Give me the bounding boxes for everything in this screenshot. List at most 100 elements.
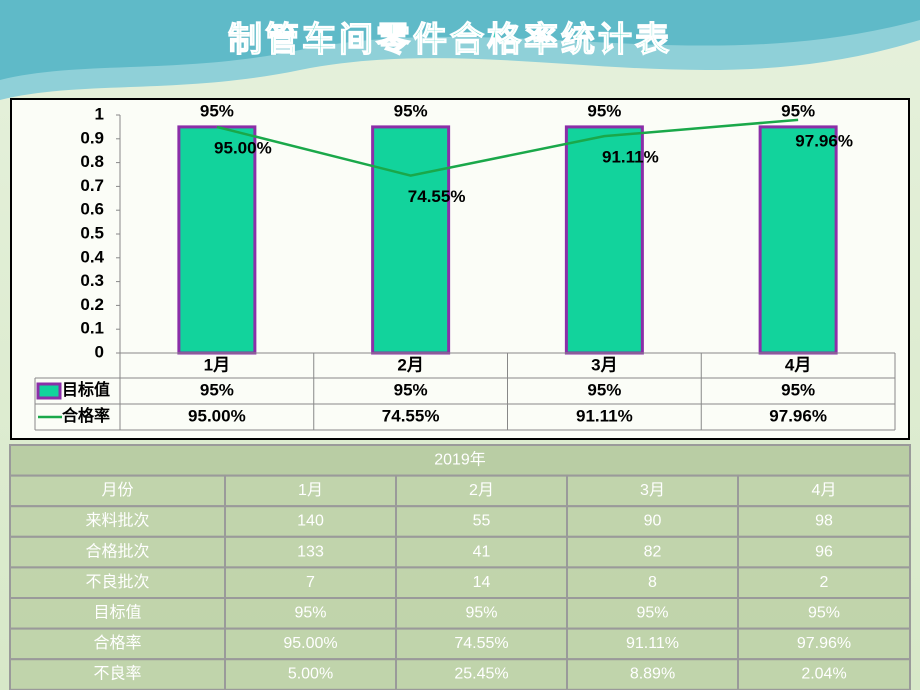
y-tick-label: 0.9	[80, 128, 104, 147]
table-text: 8	[648, 574, 657, 591]
legend-key	[36, 382, 62, 400]
table-value: 95.00%	[188, 406, 246, 425]
table-text: 月份	[101, 481, 133, 499]
table-text: 2.04%	[801, 666, 846, 683]
table-text: 98	[815, 513, 833, 530]
table-value: 95%	[200, 380, 234, 399]
table-text: 133	[297, 543, 324, 560]
bar-value-label: 95%	[781, 101, 815, 120]
line-value-label: 91.11%	[602, 148, 659, 167]
table-text: 74.55%	[454, 635, 508, 652]
table-cell	[9, 597, 226, 630]
bar	[177, 125, 257, 355]
table-cell	[737, 535, 911, 569]
table-cell	[737, 597, 911, 630]
table-text: 不良批次	[85, 573, 149, 591]
table-text: 95%	[465, 605, 497, 622]
table-text: 91.11%	[626, 635, 679, 652]
chart: 0 0.1 0.2 0.3 0.4 0.5 0.6 0.7 0.8 0.9 1 95% 95% 95% 95…	[34, 101, 896, 431]
table-text: 90	[644, 513, 662, 530]
table-text: 140	[297, 513, 324, 530]
y-tick-label: 0.6	[80, 200, 104, 219]
table-text: 96	[815, 543, 833, 560]
y-tick-label: 0.8	[80, 152, 104, 171]
bar-value-label: 95%	[394, 101, 428, 120]
table-text: 7	[306, 574, 315, 591]
x-tick-label: 4月	[785, 355, 811, 374]
table-text: 3月	[640, 482, 665, 499]
table-cell	[566, 535, 739, 569]
bar-value-label: 95%	[587, 101, 621, 120]
table-text: 2	[820, 574, 829, 591]
table-cell	[9, 566, 226, 600]
x-tick-label: 2月	[397, 355, 423, 374]
table-cell	[9, 474, 226, 508]
table-cell	[9, 505, 226, 538]
bar	[564, 125, 644, 355]
x-tick-label: 3月	[591, 355, 617, 374]
table-text: 合格率	[93, 634, 141, 652]
table-text: 8.89%	[630, 666, 675, 683]
legend-label: 目标值	[62, 380, 110, 399]
line-value-label: 95.00%	[214, 138, 272, 157]
table-cell	[566, 566, 739, 600]
header-wave	[0, 0, 920, 80]
table-text: 95%	[636, 605, 668, 622]
table-cell	[9, 627, 226, 661]
table-cell	[395, 597, 568, 630]
y-tick-label: 0.2	[80, 295, 104, 314]
table-text: 95%	[808, 605, 840, 622]
y-tick-label: 0.1	[80, 319, 104, 338]
bar-value-label: 95%	[200, 101, 234, 120]
table-caption: 2019年	[434, 451, 486, 469]
table-text: 4月	[812, 482, 837, 499]
table-cell	[224, 474, 397, 508]
table-value: 97.96%	[769, 406, 827, 425]
line-value-label: 74.55%	[408, 187, 466, 206]
table-cell	[395, 658, 568, 690]
table-text: 5.00%	[288, 666, 333, 683]
table-text: 55	[473, 513, 491, 530]
legend-label: 合格率	[62, 406, 110, 425]
table-cell	[737, 505, 911, 538]
table-cell	[566, 627, 739, 661]
table-cell	[9, 658, 226, 690]
table-value: 74.55%	[382, 406, 440, 425]
y-tick-label: 1	[95, 104, 104, 123]
y-tick-label: 0	[95, 342, 104, 361]
y-tick-label: 0.4	[80, 247, 104, 266]
table-text: 来料批次	[85, 512, 149, 530]
table-text: 25.45%	[454, 666, 508, 683]
table-value: 95%	[394, 380, 428, 399]
table-text: 41	[473, 543, 491, 560]
table-text: 不良率	[93, 665, 141, 683]
table-cell	[395, 627, 568, 661]
table-cell	[737, 658, 911, 690]
page-title: 制管车间零件合格率统计表	[228, 21, 672, 59]
table-value: 91.11%	[576, 406, 633, 425]
table-text: 1月	[298, 482, 323, 499]
table-value: 95%	[781, 380, 815, 399]
table-text: 97.96%	[797, 635, 851, 652]
table-cell	[737, 474, 911, 508]
table-value: 95%	[587, 380, 621, 399]
table-cell	[737, 566, 911, 600]
x-tick-label: 1月	[204, 355, 230, 374]
y-tick-label: 0.5	[80, 223, 104, 242]
table-text: 95.00%	[283, 635, 337, 652]
table-text: 2月	[469, 482, 494, 499]
table-text: 95%	[294, 605, 326, 622]
bar	[758, 125, 838, 355]
table-text: 14	[473, 574, 491, 591]
y-tick-label: 0.7	[80, 176, 104, 195]
table-cell	[224, 658, 397, 690]
line-value-label: 97.96%	[795, 131, 853, 150]
table-cell	[737, 627, 911, 661]
table-text: 82	[644, 543, 662, 560]
bar	[371, 125, 451, 355]
line	[216, 118, 799, 177]
table-text: 目标值	[93, 604, 141, 622]
table-text: 合格批次	[85, 542, 149, 560]
